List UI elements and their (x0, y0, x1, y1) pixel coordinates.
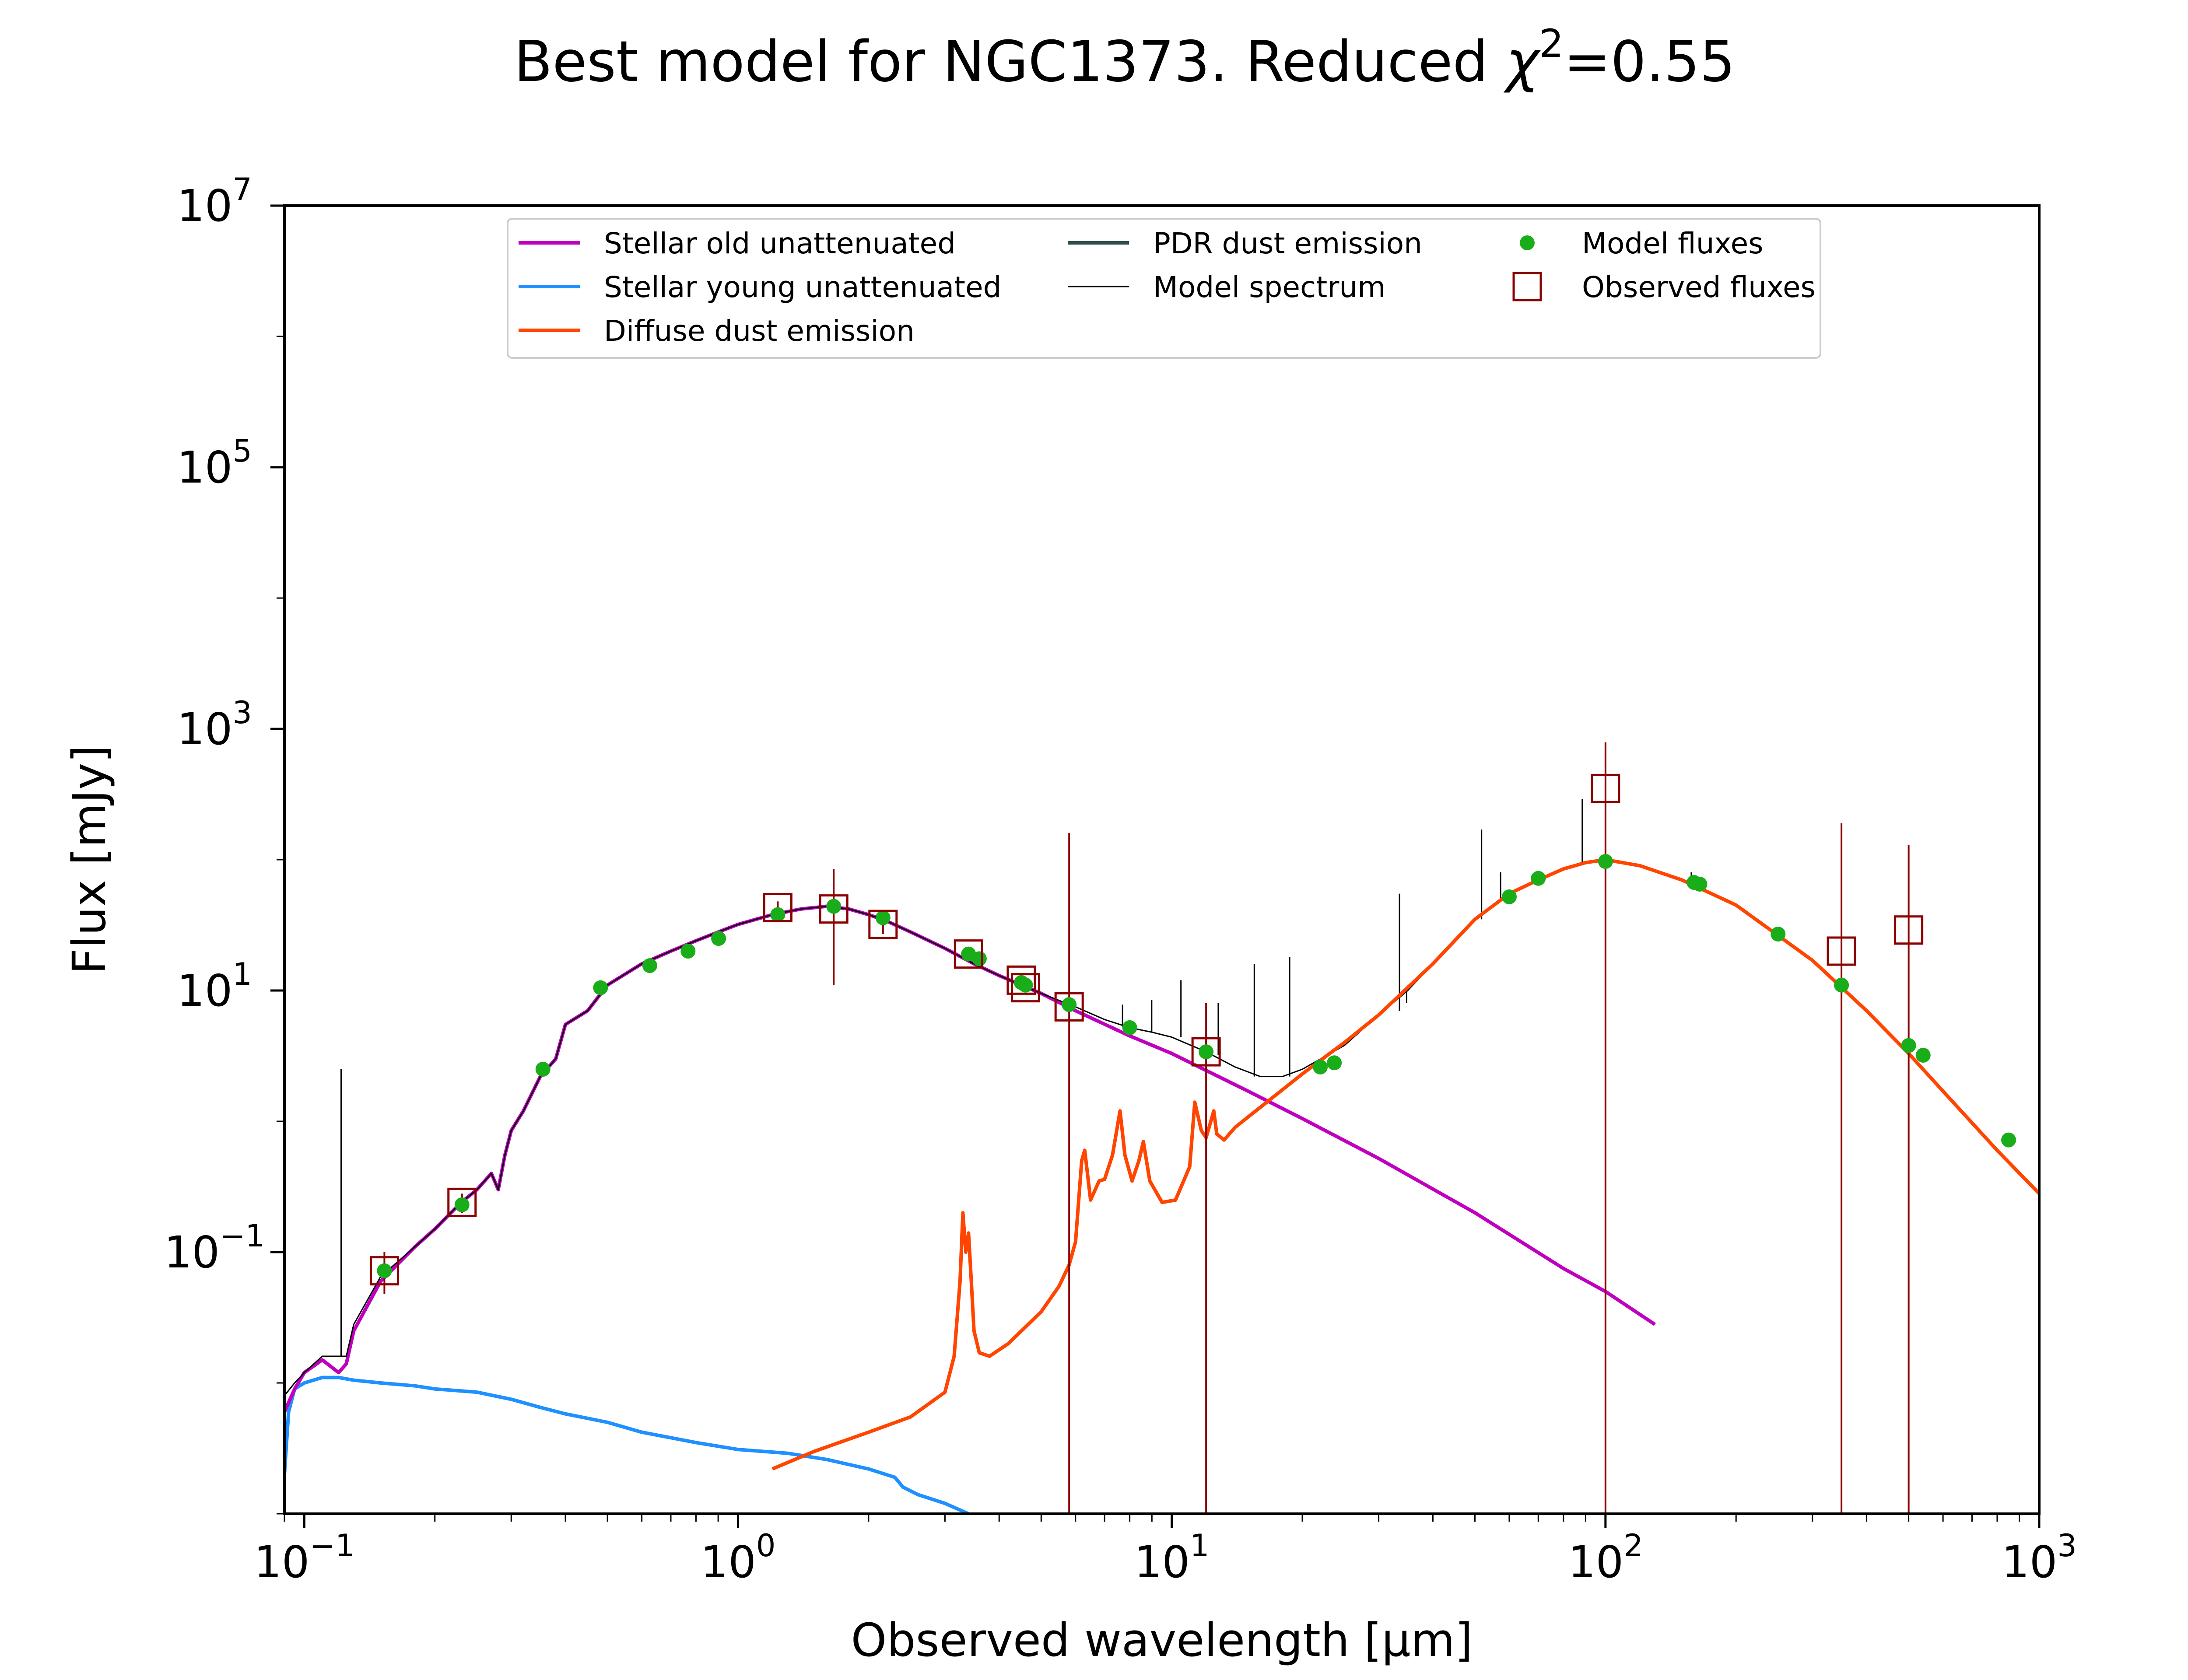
series-stellar-young-line (284, 1376, 969, 1514)
model-flux-point (1122, 1020, 1137, 1035)
legend-label: Stellar old unattenuated (604, 227, 956, 260)
x-tick-label: 100 (701, 1528, 776, 1588)
model-flux-point (1327, 1055, 1342, 1071)
observed-flux-point (1591, 774, 1620, 803)
legend-label: Observed fluxes (1582, 270, 1816, 304)
x-tick-label: 10−1 (254, 1528, 354, 1588)
legend-item: PDR dust emission (1068, 227, 1422, 260)
legend-label: Diffuse dust emission (604, 314, 915, 348)
chart-title: Best model for NGC1373. Reduced χ2=0.55 (514, 21, 1736, 94)
legend-swatch (1512, 272, 1542, 301)
observed-flux-point (1827, 936, 1856, 966)
observed-flux-point (954, 939, 983, 969)
model-flux-point (826, 899, 842, 914)
legend-item: Observed fluxes (1512, 270, 1816, 304)
model-flux-point (875, 910, 891, 925)
model-flux-point (535, 1062, 551, 1077)
observed-flux-point (1010, 973, 1040, 1003)
model-flux-point (642, 958, 657, 973)
y-tick-label: 103 (177, 695, 252, 755)
model-flux-point (2001, 1132, 2016, 1148)
observed-flux-point (369, 1256, 399, 1286)
observed-flux-point (1894, 915, 1924, 945)
model-flux-point (1598, 854, 1613, 869)
y-tick-label: 105 (177, 433, 252, 493)
legend-item: Stellar old unattenuated (519, 227, 956, 260)
legend-item: Stellar young unattenuated (519, 270, 1002, 304)
observed-flux-point (1191, 1037, 1221, 1067)
y-tick-label: 107 (177, 172, 252, 231)
model-flux-point (1018, 977, 1033, 993)
x-axis-label: Observed wavelength [μm] (851, 1614, 1473, 1667)
y-tick-label: 10−1 (164, 1218, 265, 1278)
model-flux-point (1692, 876, 1708, 892)
model-flux-point (1062, 997, 1077, 1012)
model-flux-point (1531, 871, 1546, 886)
model-flux-point (1915, 1047, 1931, 1063)
model-flux-point (711, 931, 726, 946)
model-flux-point (1771, 927, 1786, 942)
observed-flux-point (447, 1187, 477, 1217)
observed-flux-point (1006, 965, 1036, 995)
model-flux-point (770, 907, 785, 922)
x-tick-label: 103 (2002, 1528, 2077, 1588)
plot-area (284, 742, 2039, 1514)
x-tick-label: 102 (1568, 1528, 1643, 1588)
legend-label: PDR dust emission (1153, 227, 1422, 260)
observed-flux-point (763, 893, 792, 923)
legend-label: Stellar young unattenuated (604, 270, 1002, 304)
y-tick-label: 101 (177, 956, 252, 1016)
model-flux-point (1501, 889, 1517, 904)
model-flux-point (680, 943, 696, 959)
model-flux-point (971, 951, 987, 966)
model-flux-point (377, 1263, 392, 1278)
x-tick-label: 101 (1134, 1528, 1210, 1588)
legend-item: Diffuse dust emission (519, 314, 915, 348)
legend-item: Model fluxes (1520, 227, 1764, 260)
model-flux-point (1313, 1059, 1328, 1074)
legend-swatch (1520, 235, 1535, 250)
observed-flux-point (1054, 992, 1084, 1022)
series-diffuse-dust-line (771, 858, 2039, 1471)
legend-label: Model spectrum (1153, 270, 1385, 304)
legend: Stellar old unattenuated Stellar young un… (507, 218, 1821, 359)
y-axis-label: Flux [mJy] (63, 745, 116, 974)
model-flux-point (593, 980, 608, 995)
model-flux-point (454, 1197, 470, 1212)
observed-flux-point (819, 894, 849, 924)
legend-box (507, 218, 1821, 359)
model-flux-point (1199, 1044, 1214, 1060)
axes: 10−1 100 101 102 103 10−1 101 103 105 107 (164, 172, 2077, 1588)
observed-flux-point (868, 910, 898, 939)
model-flux-point (1834, 977, 1849, 993)
legend-item: Model spectrum (1068, 270, 1385, 304)
legend-label: Model fluxes (1582, 227, 1764, 260)
model-flux-point (1901, 1038, 1916, 1053)
